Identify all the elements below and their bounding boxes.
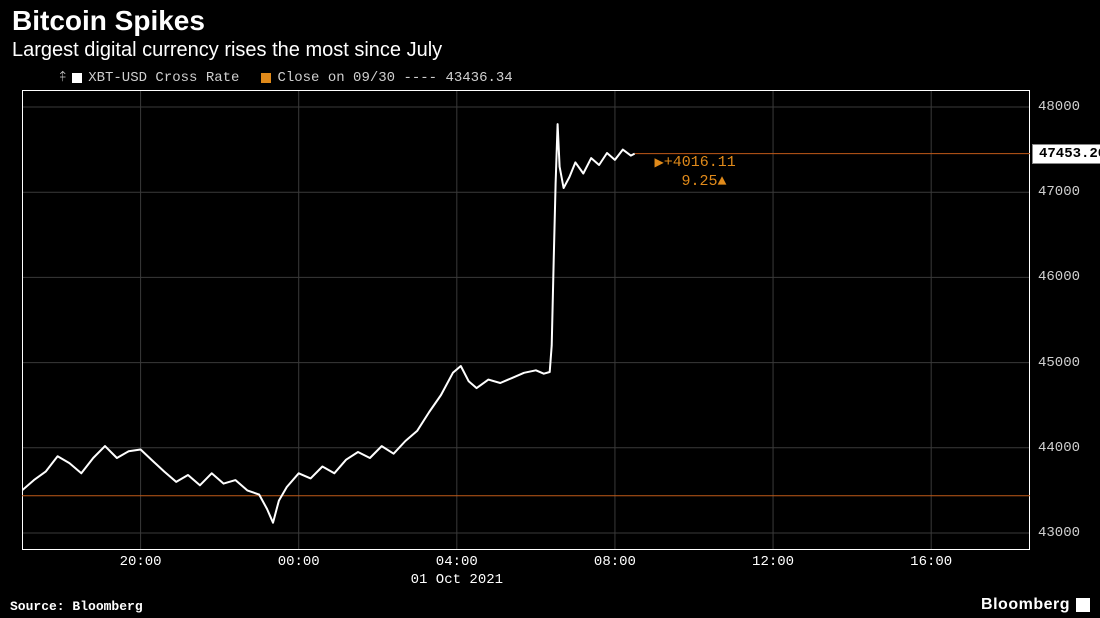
brand-terminal-icon [1076, 598, 1090, 612]
x-tick-label: 16:00 [910, 554, 952, 570]
x-date-label: 01 Oct 2021 [411, 572, 503, 588]
callout-up-icon: ▲ [717, 173, 726, 190]
y-tick-label: 47000 [1038, 184, 1080, 200]
delta-callout: ▶+4016.11 9.25▲ [654, 154, 735, 192]
source-label: Source: Bloomberg [10, 599, 143, 614]
reference-label: Close on 09/30 ---- 43436.34 [277, 70, 512, 86]
series-label: XBT-USD Cross Rate [88, 70, 239, 86]
callout-arrow-icon: ▶ [654, 156, 663, 170]
x-tick-label: 00:00 [278, 554, 320, 570]
x-tick-label: 04:00 [436, 554, 478, 570]
series-swatch-icon [72, 73, 82, 83]
footer: Source: Bloomberg Bloomberg [0, 596, 1100, 618]
y-tick-label: 43000 [1038, 525, 1080, 541]
last-price-label: 47453.20 [1032, 144, 1100, 164]
chart-title: Bitcoin Spikes [12, 6, 1088, 37]
legend: ⤉ XBT-USD Cross Rate Close on 09/30 ----… [60, 70, 513, 86]
brand-label: Bloomberg [981, 596, 1090, 614]
chart-frame: Bitcoin Spikes Largest digital currency … [0, 0, 1100, 618]
y-tick-label: 46000 [1038, 269, 1080, 285]
header: Bitcoin Spikes Largest digital currency … [12, 6, 1088, 62]
y-tick-label: 45000 [1038, 355, 1080, 371]
reference-swatch-icon [261, 73, 271, 83]
x-tick-label: 20:00 [120, 554, 162, 570]
x-tick-label: 08:00 [594, 554, 636, 570]
x-tick-label: 12:00 [752, 554, 794, 570]
plot-svg [22, 90, 1030, 550]
last-price-indicator-icon: ⤉ [60, 70, 66, 86]
brand-text: Bloomberg [981, 596, 1070, 614]
plot-area: 43000440004500046000470004800020:0000:00… [22, 90, 1030, 550]
y-tick-label: 44000 [1038, 440, 1080, 456]
y-tick-label: 48000 [1038, 99, 1080, 115]
chart-subtitle: Largest digital currency rises the most … [12, 39, 1088, 62]
